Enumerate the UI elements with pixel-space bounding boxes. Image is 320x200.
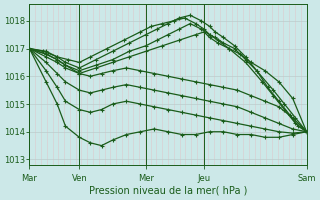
X-axis label: Pression niveau de la mer( hPa ): Pression niveau de la mer( hPa ) — [89, 186, 247, 196]
